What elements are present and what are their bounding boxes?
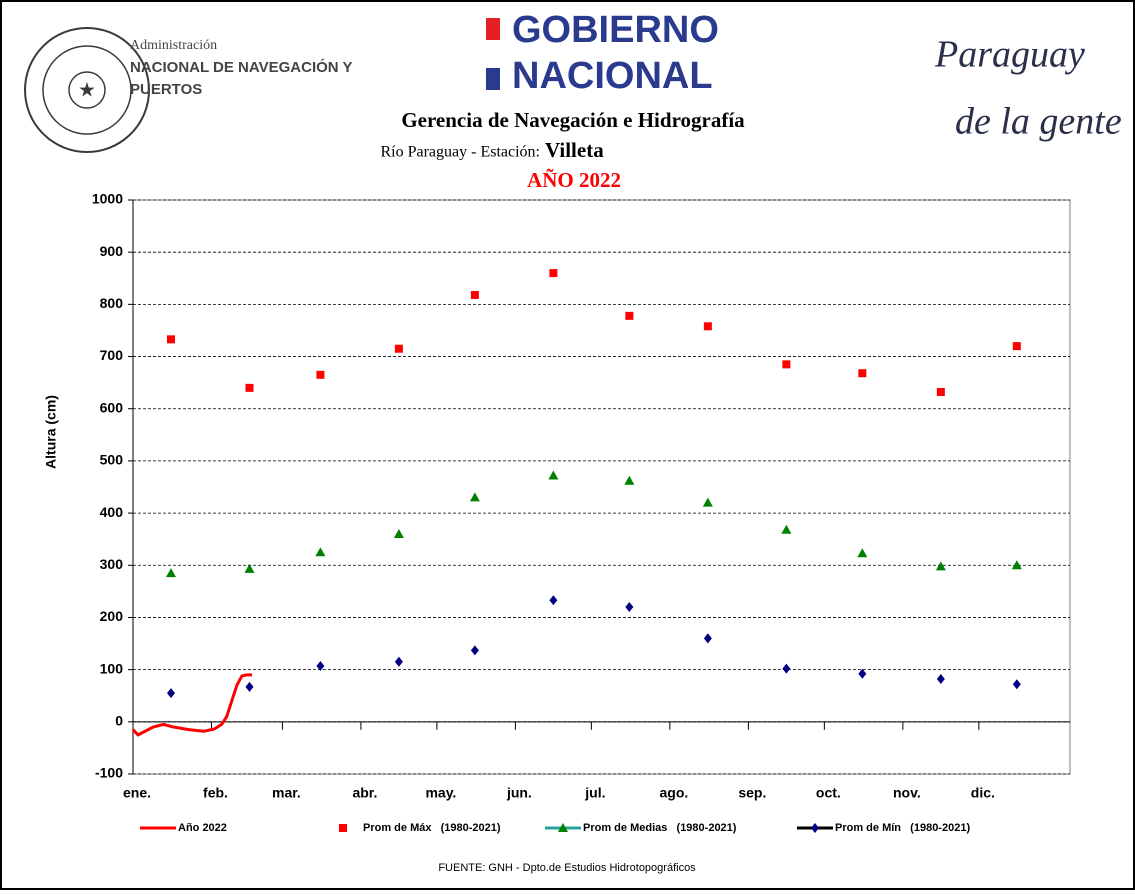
marker [703,633,712,644]
marker [935,561,946,571]
department: Gerencia de Navegación e Hidrografía [401,108,745,132]
gov-square [486,68,500,90]
y-tick-label: 1000 [92,191,123,207]
x-tick-label: may. [425,785,456,801]
legend-label: Prom de Mín (1980-2021) [835,822,970,834]
legend-item: Prom de Mín (1980-2021) [797,822,970,834]
marker [316,370,325,379]
plot-area [132,199,1071,775]
y-tick-label: 600 [100,399,124,415]
marker [470,645,479,656]
y-tick-label: 500 [100,452,124,468]
y-tick-label: 200 [100,608,124,624]
marker [469,492,480,502]
marker [315,547,326,557]
marker [166,688,175,699]
gov-text: NACIONAL [512,55,713,97]
legend-label: Prom de Medias (1980-2021) [583,822,737,834]
marker [781,524,792,534]
y-tick-label: 700 [100,347,124,363]
gov-square [486,18,500,40]
org-text: PUERTOS [130,81,202,98]
marker [1012,679,1021,690]
station-prefix: Río Paraguay - Estación: [380,144,540,161]
y-tick-label: 100 [100,660,124,676]
x-tick-label: jun. [506,785,532,801]
marker [244,563,255,573]
marker [549,595,558,606]
marker [811,823,819,833]
y-tick-label: -100 [95,765,123,781]
marker [394,344,403,353]
marker [624,475,635,485]
chart-title: AÑO 2022 [527,168,621,192]
marker [245,681,254,692]
y-tick-label: 400 [100,504,124,520]
y-tick-label: 0 [115,713,123,729]
y-tick-label: 300 [100,556,124,572]
marker [782,663,791,674]
x-tick-label: sep. [738,785,766,801]
marker [470,290,479,299]
marker [549,269,558,278]
marker [558,823,568,832]
x-tick-label: abr. [352,785,377,801]
org-text: Administración [130,38,217,53]
x-tick-label: feb. [203,785,228,801]
series-line [131,673,253,737]
marker [394,656,403,667]
marker [936,388,945,397]
marker [858,369,867,378]
marker [625,602,634,613]
slogan: de la gente [955,101,1122,143]
marker [316,660,325,671]
marker [166,335,175,344]
legend-label: Año 2022 [178,822,227,834]
marker [625,311,634,320]
marker [1011,560,1022,570]
seal: ★ [24,27,150,153]
x-tick-label: dic. [971,785,995,801]
x-tick-label: ene. [123,785,151,801]
svg-text:★: ★ [78,79,96,101]
marker [857,548,868,558]
x-tick-label: jul. [584,785,605,801]
source: FUENTE: GNH - Dpto.de Estudios Hidrotopo… [438,862,696,874]
y-axis-label: Altura (cm) [43,395,59,469]
marker [858,668,867,679]
org-text: NACIONAL DE NAVEGACIÓN Y [130,58,353,76]
marker [245,383,254,392]
marker [1012,342,1021,351]
marker [339,824,347,832]
marker [165,568,176,578]
legend-item: Año 2022 [140,822,227,834]
station: Villeta [545,138,604,162]
x-tick-label: oct. [816,785,841,801]
x-tick-label: nov. [893,785,921,801]
gov-text: GOBIERNO [512,9,719,51]
marker [702,497,713,507]
marker [548,470,559,480]
marker [393,528,404,538]
x-tick-label: ago. [659,785,688,801]
marker [936,674,945,685]
legend-item: Prom de Máx (1980-2021) [339,822,501,834]
y-tick-label: 900 [100,243,124,259]
marker [703,322,712,331]
y-tick-label: 800 [100,295,124,311]
x-tick-label: mar. [272,785,301,801]
marker [782,360,791,369]
legend-label: Prom de Máx (1980-2021) [363,822,501,834]
legend-item: Prom de Medias (1980-2021) [545,822,737,834]
slogan: Paraguay [934,34,1085,76]
